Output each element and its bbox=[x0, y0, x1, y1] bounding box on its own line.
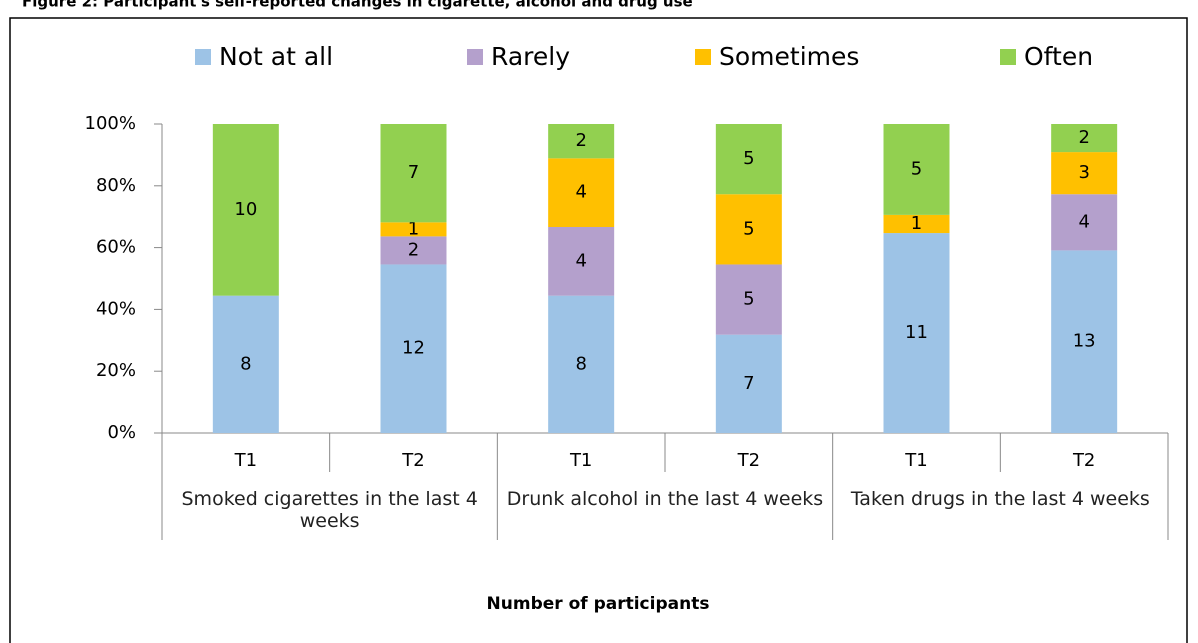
x-tick-label: T1 bbox=[569, 450, 592, 471]
y-tick-label: 100% bbox=[85, 113, 136, 134]
y-tick-label: 20% bbox=[96, 360, 136, 381]
data-label: 3 bbox=[1078, 162, 1089, 183]
data-label: 13 bbox=[1073, 331, 1096, 352]
legend-swatch bbox=[695, 49, 711, 65]
x-tick-label: T2 bbox=[1072, 450, 1095, 471]
data-label: 2 bbox=[575, 130, 586, 151]
bar-segment bbox=[548, 295, 615, 433]
x-tick-label: T1 bbox=[234, 450, 257, 471]
x-tick-label: T2 bbox=[401, 450, 424, 471]
data-label: 8 bbox=[240, 353, 251, 374]
bar-segment bbox=[380, 124, 447, 223]
y-tick-label: 40% bbox=[96, 298, 136, 319]
bar-segment bbox=[715, 124, 782, 195]
x-tick-label: T1 bbox=[904, 450, 927, 471]
bar-segment bbox=[715, 194, 782, 265]
chart-title: Figure 2: Participant's self-reported ch… bbox=[22, 0, 693, 11]
y-tick-label: 80% bbox=[96, 175, 136, 196]
bar-segment bbox=[1051, 152, 1118, 195]
bar-segment bbox=[380, 222, 447, 237]
data-label: 12 bbox=[402, 338, 425, 359]
x-axis-label: Number of participants bbox=[487, 594, 710, 614]
bar-segment bbox=[548, 227, 615, 296]
bar-segment bbox=[212, 124, 279, 296]
data-label: 2 bbox=[1078, 127, 1089, 148]
bar-segment bbox=[548, 158, 615, 227]
bar-segment bbox=[1051, 250, 1118, 433]
data-label: 10 bbox=[234, 199, 257, 220]
bar-segment bbox=[380, 264, 447, 433]
bar-segment bbox=[380, 236, 447, 265]
x-tick-label: T2 bbox=[737, 450, 760, 471]
bar-segment bbox=[1051, 124, 1118, 153]
data-label: 7 bbox=[408, 162, 419, 183]
data-label: 4 bbox=[1078, 211, 1089, 232]
data-label: 5 bbox=[743, 148, 754, 169]
group-label: Taken drugs in the last 4 weeks bbox=[850, 488, 1150, 510]
legend-label: Not at all bbox=[219, 42, 333, 71]
data-label: 7 bbox=[743, 373, 754, 394]
group-label: Smoked cigarettes in the last 4 weeks bbox=[181, 488, 478, 532]
y-tick-label: 60% bbox=[96, 237, 136, 258]
data-label: 5 bbox=[743, 218, 754, 239]
data-label: 1 bbox=[911, 213, 922, 234]
bar-segment bbox=[883, 124, 950, 215]
data-label: 11 bbox=[905, 322, 928, 343]
data-label: 5 bbox=[911, 158, 922, 179]
bar-segment bbox=[715, 264, 782, 335]
y-tick-label: 0% bbox=[107, 422, 136, 443]
data-label: 2 bbox=[408, 239, 419, 260]
group-label: Drunk alcohol in the last 4 weeks bbox=[506, 488, 824, 510]
data-label: 4 bbox=[575, 182, 586, 203]
data-label: 5 bbox=[743, 289, 754, 310]
data-label: 1 bbox=[408, 218, 419, 239]
legend-label: Rarely bbox=[491, 42, 570, 71]
bar-segment bbox=[548, 124, 615, 159]
legend-label: Often bbox=[1024, 42, 1093, 71]
bar-segment bbox=[1051, 194, 1118, 251]
bar-segment bbox=[883, 233, 950, 433]
legend-swatch bbox=[467, 49, 483, 65]
bar-segment bbox=[715, 334, 782, 433]
data-label: 8 bbox=[575, 353, 586, 374]
legend-label: Sometimes bbox=[719, 42, 859, 71]
bar-segment bbox=[212, 295, 279, 433]
legend-swatch bbox=[195, 49, 211, 65]
data-label: 4 bbox=[575, 250, 586, 271]
bar-segment bbox=[883, 214, 950, 234]
legend-swatch bbox=[1000, 49, 1016, 65]
